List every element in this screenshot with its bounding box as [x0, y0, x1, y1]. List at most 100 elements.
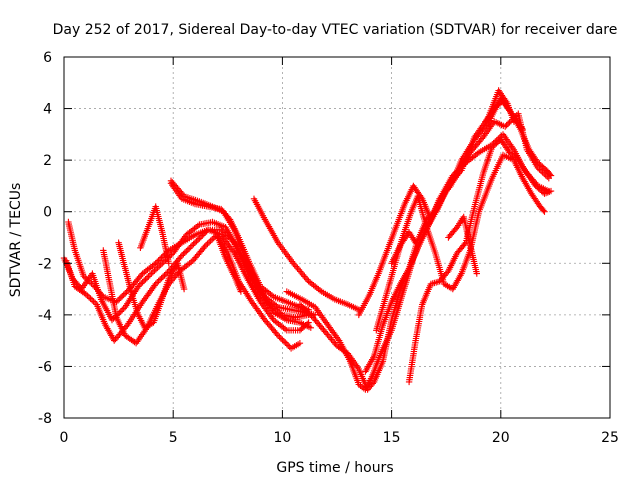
x-tick-label: 10: [273, 430, 291, 446]
data-point-marker: [443, 269, 451, 276]
data-point-marker: [188, 242, 196, 249]
axis-ticks: -8 -6 -4 -2 0 2 4 6 0 5 10 15 20 25: [38, 50, 619, 446]
data-point-marker: [473, 270, 480, 277]
data-point-marker: [263, 318, 270, 325]
data-point-marker: [541, 170, 548, 177]
series-track-4: [100, 231, 304, 352]
y-tick-label: -8: [38, 411, 52, 427]
data-point-marker: [307, 324, 314, 331]
data-point-marker: [180, 285, 188, 293]
data-point-marker: [156, 255, 164, 263]
data-point-marker: [458, 163, 465, 171]
data-point-marker: [308, 312, 315, 320]
data-point-marker: [158, 254, 165, 261]
data-point-marker: [476, 130, 483, 137]
data-point-marker: [449, 172, 456, 179]
data-point-marker: [191, 239, 199, 246]
data-point-marker: [154, 258, 161, 266]
data-point-marker: [159, 273, 167, 280]
data-point-marker: [135, 283, 142, 290]
data-point-marker: [122, 290, 129, 297]
y-tick-label: 0: [43, 205, 52, 221]
data-point-marker: [456, 165, 464, 172]
data-point-marker: [159, 252, 167, 260]
series-track-19: [482, 97, 555, 179]
chart-title: Day 252 of 2017, Sidereal Day-to-day VTE…: [53, 22, 618, 38]
data-point-marker: [283, 340, 290, 348]
data-point-marker: [108, 316, 116, 324]
data-point-marker: [164, 269, 171, 276]
data-point-marker: [280, 338, 288, 345]
data-point-marker: [226, 235, 234, 242]
data-point-marker: [277, 335, 285, 342]
data-point-marker: [140, 277, 148, 284]
y-tick-label: 4: [43, 102, 52, 118]
series-track-18: [445, 213, 480, 277]
data-point-marker: [504, 120, 512, 127]
data-point-marker: [304, 308, 311, 315]
data-point-marker: [318, 325, 326, 332]
data-point-marker: [305, 319, 312, 326]
data-point-marker: [210, 234, 217, 242]
data-point-marker: [143, 274, 151, 282]
data-point-marker: [119, 293, 126, 300]
data-point-marker: [85, 294, 93, 301]
series-track-13: [362, 110, 552, 375]
data-point-marker: [502, 123, 509, 130]
data-point-marker: [196, 235, 203, 242]
data-point-marker: [136, 281, 143, 289]
data-point-marker: [156, 263, 163, 270]
data-point-marker: [110, 315, 117, 322]
data-point-marker: [412, 239, 419, 246]
data-point-marker: [306, 311, 314, 318]
data-point-marker: [455, 166, 462, 174]
x-tick-label: 0: [60, 430, 69, 446]
plot-frame: [63, 56, 611, 419]
data-point-marker: [452, 169, 459, 176]
y-tick-label: -4: [38, 308, 52, 324]
x-axis-label: GPS time / hours: [276, 460, 393, 476]
data-point-marker: [139, 279, 146, 286]
data-point-marker: [183, 248, 190, 255]
data-point-marker: [80, 273, 87, 280]
data-point-marker: [165, 260, 172, 267]
y-tick-label: -6: [38, 359, 52, 375]
data-point-marker: [223, 232, 231, 239]
data-point-marker: [190, 240, 197, 248]
data-point-marker: [155, 277, 162, 285]
data-point-marker: [302, 307, 309, 314]
data-point-marker: [205, 239, 213, 246]
data-point-marker: [142, 276, 149, 283]
data-point-marker: [155, 257, 162, 264]
data-point-marker: [305, 309, 312, 317]
data-point-marker: [369, 380, 376, 387]
data-point-marker: [117, 294, 124, 301]
y-tick-label: -2: [38, 256, 52, 272]
data-point-marker: [296, 301, 304, 308]
data-point-marker: [461, 161, 468, 168]
data-point-marker: [138, 280, 145, 287]
data-point-marker: [200, 245, 207, 252]
x-tick-label: 25: [601, 430, 619, 446]
data-point-marker: [194, 236, 202, 243]
data-point-marker: [193, 238, 200, 245]
data-point-marker: [180, 250, 187, 258]
data-point-marker: [547, 172, 555, 179]
data-point-marker: [117, 308, 124, 315]
data-point-marker: [138, 271, 145, 279]
series-track-15: [373, 151, 548, 334]
data-point-marker: [469, 146, 476, 153]
data-point-marker: [546, 171, 554, 178]
data-point-marker: [282, 339, 289, 346]
data-point-marker: [461, 240, 468, 248]
series-track-5: [115, 239, 188, 331]
data-point-marker: [219, 228, 226, 235]
data-point-marker: [304, 320, 311, 328]
data-point-marker: [146, 271, 154, 279]
data-point-marker: [152, 280, 159, 288]
series-track-6: [137, 203, 172, 267]
data-point-marker: [545, 187, 552, 195]
data-point-marker: [285, 342, 292, 349]
